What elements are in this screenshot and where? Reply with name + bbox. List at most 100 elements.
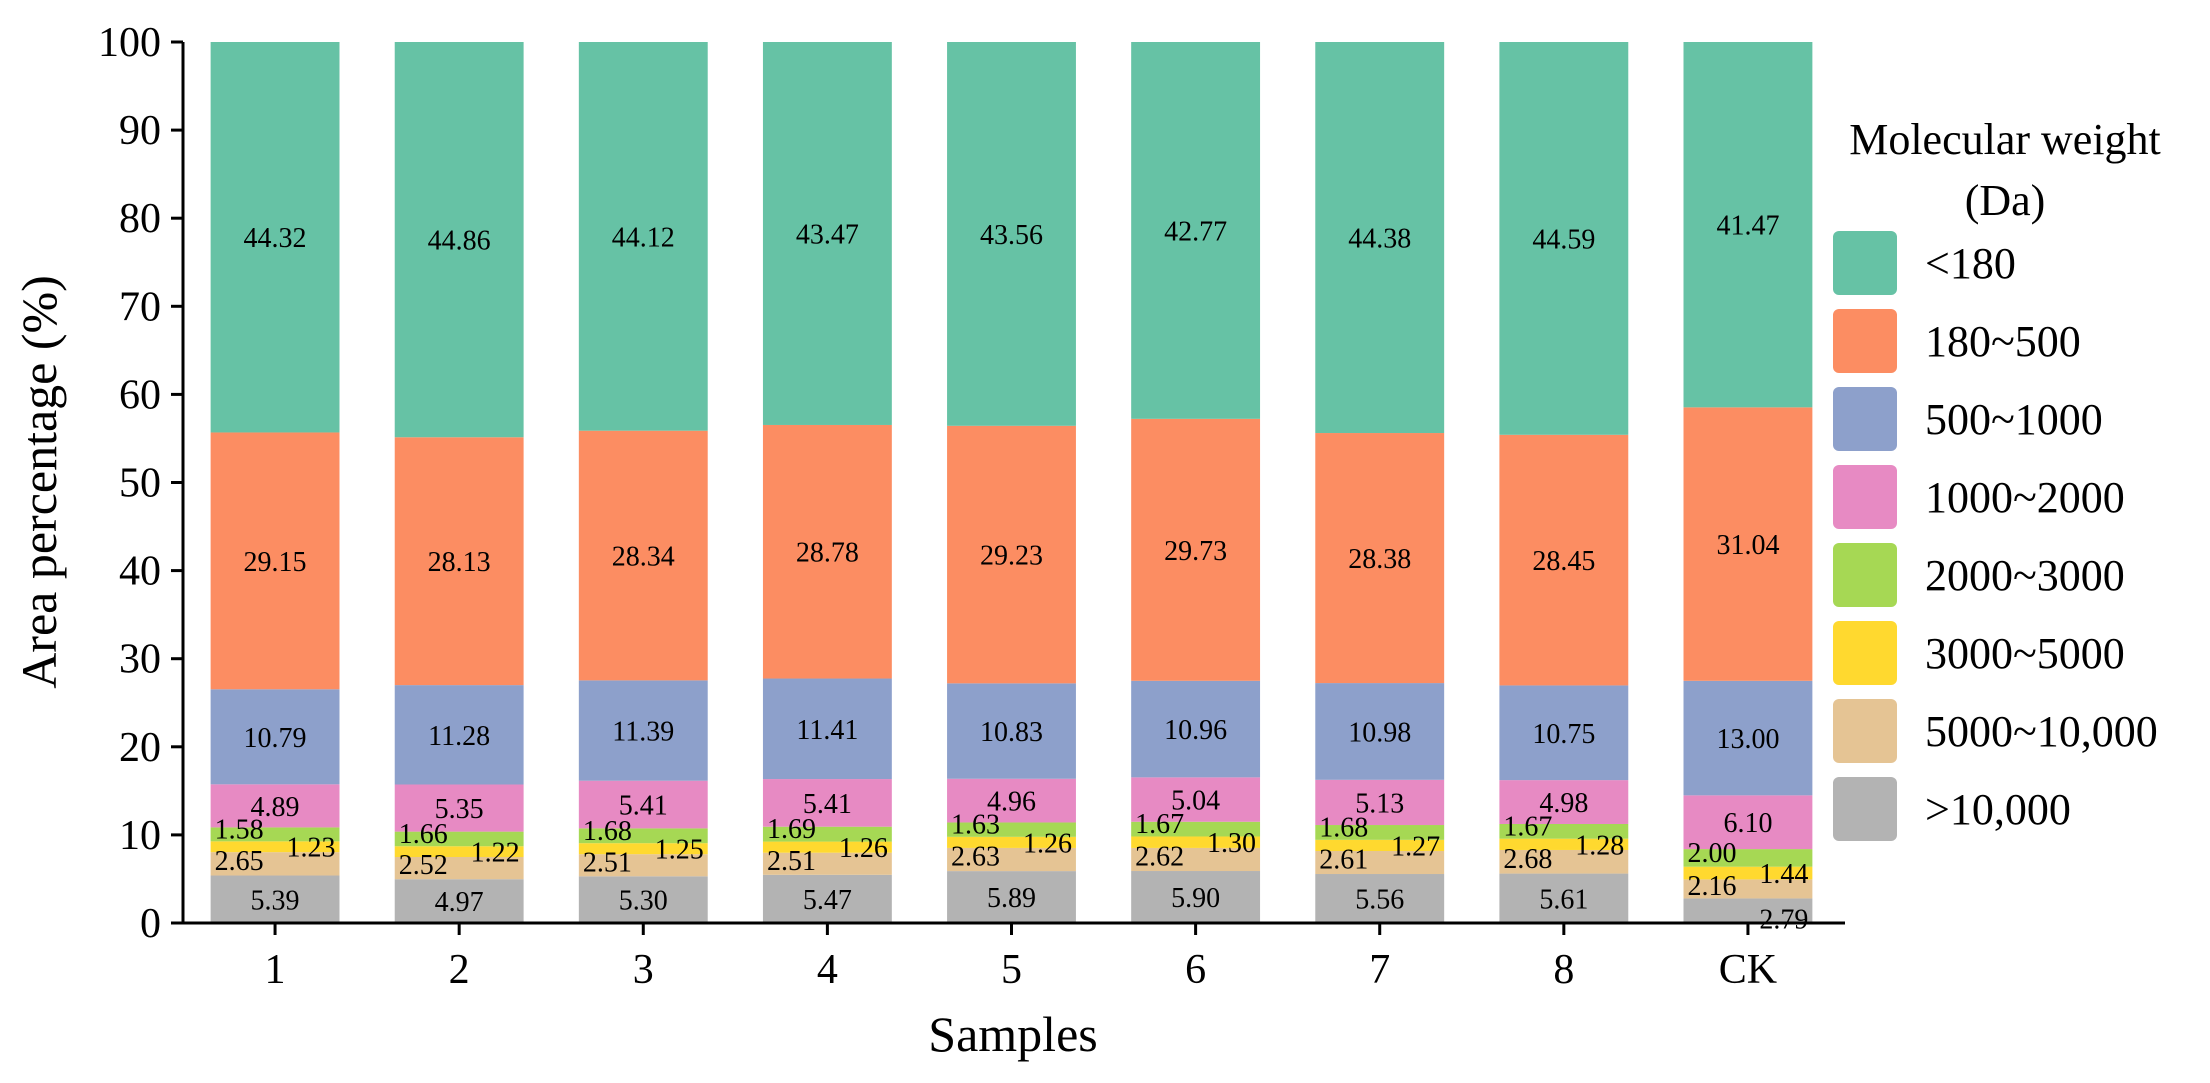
data-label: 1.30 — [1207, 828, 1256, 859]
legend-swatch — [1833, 543, 1897, 607]
data-label: 1.68 — [1319, 812, 1368, 843]
bar-segment — [394, 685, 524, 785]
x-tick-label: 4 — [817, 947, 838, 993]
data-label: 43.47 — [796, 219, 859, 250]
data-label: 13.00 — [1716, 724, 1779, 755]
bar-segment — [394, 784, 524, 832]
data-label: 10.75 — [1532, 719, 1595, 750]
data-label: 2.62 — [1135, 841, 1184, 872]
data-label: 2.16 — [1688, 871, 1737, 902]
bar-segment — [394, 42, 524, 438]
data-label: 1.58 — [215, 814, 264, 845]
data-label: 43.56 — [980, 220, 1043, 251]
data-label: 44.12 — [612, 222, 675, 253]
bar-segment — [947, 683, 1076, 779]
bars-layer — [210, 42, 1813, 923]
data-label: 5.30 — [619, 886, 668, 917]
x-tick-label: 5 — [1001, 947, 1022, 993]
data-label: 5.13 — [1355, 788, 1404, 819]
bar-segment — [1315, 433, 1445, 684]
data-label: 10.98 — [1348, 717, 1411, 748]
data-label: 4.96 — [987, 787, 1036, 818]
legend-swatch — [1833, 231, 1897, 295]
data-label: 4.97 — [435, 887, 484, 918]
data-label: 29.73 — [1164, 536, 1227, 567]
bar-segment — [1131, 821, 1261, 837]
bar-segment — [1131, 418, 1261, 681]
bar-segment — [1131, 847, 1261, 872]
data-label: 28.13 — [428, 547, 491, 578]
data-label: 1.26 — [839, 833, 888, 864]
bar-segment — [947, 836, 1076, 848]
legend-label: <180 — [1925, 239, 2016, 288]
bar-segment — [394, 846, 524, 858]
data-label: 11.28 — [428, 721, 490, 752]
data-label: 1.66 — [399, 819, 448, 850]
data-label: 5.90 — [1171, 883, 1220, 914]
data-label: 5.39 — [251, 885, 300, 916]
y-tick-label: 50 — [119, 461, 161, 507]
bar-segment — [1683, 849, 1813, 867]
legend-label: 1000~2000 — [1925, 473, 2125, 522]
bar-segment — [1315, 42, 1445, 434]
bar-segment — [578, 780, 708, 829]
data-label: 28.38 — [1348, 544, 1411, 575]
bar-segment — [762, 841, 892, 853]
bar-segment — [947, 847, 1076, 872]
legend-items: <180 180~500 500~1000 1000~2000 2000~3000 300… — [1833, 231, 2158, 841]
bar-segment — [1499, 685, 1629, 781]
bar-segment — [394, 879, 524, 923]
bar-segment — [210, 42, 340, 433]
data-label: 29.15 — [244, 547, 307, 578]
data-label: 5.47 — [803, 885, 852, 916]
legend-label: 5000~10,000 — [1925, 707, 2158, 756]
y-tick-label: 20 — [119, 725, 161, 771]
bar-segment — [762, 424, 892, 679]
bar-segment — [210, 432, 340, 690]
y-tick-label: 60 — [119, 372, 161, 418]
x-tick-label: 7 — [1369, 947, 1390, 993]
data-label: 10.79 — [244, 723, 307, 754]
bar-segment — [210, 852, 340, 876]
bar-segment — [1499, 823, 1629, 839]
x-tick-label: 3 — [633, 947, 654, 993]
bar-segment — [1683, 795, 1813, 850]
data-label: 44.59 — [1532, 224, 1595, 255]
data-label: 2.00 — [1688, 838, 1737, 869]
bar-segment — [1499, 434, 1629, 686]
bar-segment — [1683, 42, 1813, 408]
bar-segment — [394, 857, 524, 880]
data-label: 2.63 — [951, 842, 1000, 873]
bar-segment — [947, 871, 1076, 923]
legend-label: 2000~3000 — [1925, 551, 2125, 600]
x-tick-label: 6 — [1185, 947, 1206, 993]
data-label: 28.78 — [796, 538, 859, 569]
bar-segment — [578, 876, 708, 923]
data-label: 1.23 — [286, 833, 335, 864]
x-tick-label: 8 — [1553, 947, 1574, 993]
bar-segment — [1499, 780, 1629, 824]
legend-title-line2: (Da) — [1965, 176, 2046, 225]
data-label: 5.56 — [1355, 885, 1404, 916]
y-tick-label: 40 — [119, 549, 161, 595]
data-label: 11.39 — [612, 717, 674, 748]
bar-segment — [947, 778, 1076, 823]
bar-segment — [1131, 871, 1261, 923]
y-tick-label: 30 — [119, 637, 161, 683]
data-label: 4.89 — [251, 792, 300, 823]
bar-segment — [1683, 879, 1813, 899]
bar-segment — [210, 784, 340, 828]
data-label: 6.10 — [1723, 808, 1772, 839]
bar-segment — [1131, 680, 1261, 778]
bar-segment — [578, 680, 708, 781]
data-label: 5.41 — [619, 791, 668, 822]
data-label: 1.44 — [1759, 859, 1808, 890]
legend-swatch — [1833, 387, 1897, 451]
data-label: 44.38 — [1348, 224, 1411, 255]
bar-segment — [1315, 839, 1445, 852]
bar-segment — [947, 822, 1076, 837]
data-label: 1.68 — [583, 816, 632, 847]
bar-segment — [1683, 866, 1813, 880]
data-label: 44.32 — [244, 223, 307, 254]
